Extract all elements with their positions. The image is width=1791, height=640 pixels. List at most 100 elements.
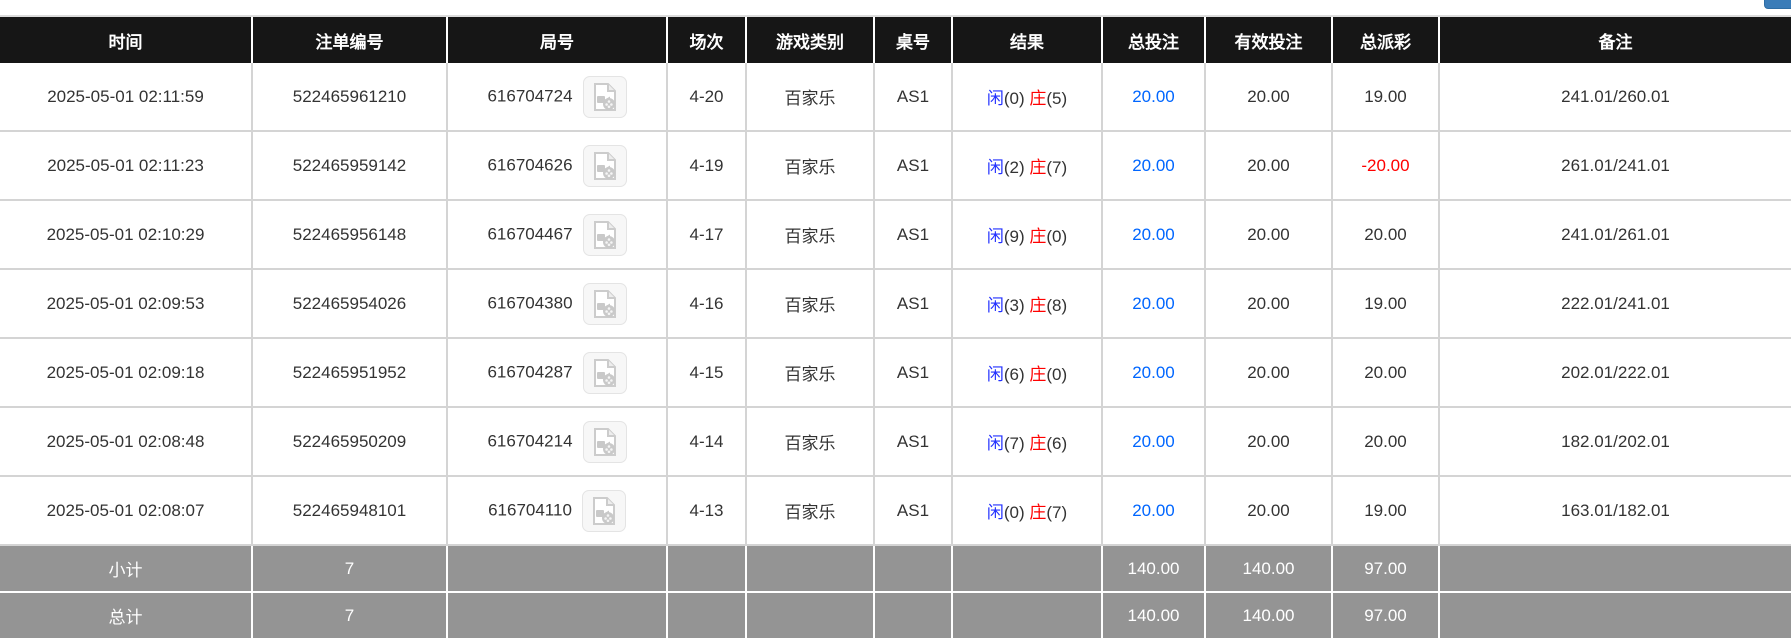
header-game-type: 游戏类别	[747, 17, 875, 63]
summary-empty-cell	[668, 546, 747, 593]
table-row: 2025-05-01 02:08:48 522465950209 6167042…	[0, 408, 1791, 477]
payout-value: 20.00	[1364, 362, 1407, 382]
video-replay-button[interactable]	[582, 351, 627, 394]
bet-id-cell: 522465961210	[253, 63, 448, 132]
session-cell: 4-16	[668, 270, 747, 339]
player-label: 闲	[986, 296, 1004, 315]
game-type-cell: 百家乐	[747, 201, 875, 270]
table-no-cell: AS1	[875, 477, 953, 546]
time-cell: 2025-05-01 02:10:29	[0, 201, 253, 270]
round-id: 616704380	[487, 292, 573, 312]
player-label: 闲	[986, 158, 1004, 177]
table-row: 2025-05-01 02:08:07 522465948101 6167041…	[0, 477, 1791, 546]
table-no-cell: AS1	[875, 132, 953, 201]
round-cell: 616704380	[448, 270, 668, 339]
summary-count-cell: 7	[253, 546, 448, 593]
video-replay-button[interactable]	[582, 144, 627, 187]
banker-score: (0)	[1046, 227, 1068, 246]
bet-id-cell: 522465950209	[253, 408, 448, 477]
film-icon	[593, 221, 616, 249]
round-id: 616704110	[488, 499, 572, 519]
valid-bet-cell: 20.00	[1206, 477, 1333, 546]
total-bet-cell: 20.00	[1103, 201, 1206, 270]
header-session: 场次	[668, 17, 747, 63]
summary-empty-cell	[747, 546, 875, 593]
payout-value: 19.00	[1364, 293, 1407, 313]
banker-score: (7)	[1046, 158, 1068, 177]
header-payout: 总派彩	[1333, 17, 1440, 63]
player-label: 闲	[986, 503, 1004, 522]
result-cell: 闲(9) 庄(0)	[953, 201, 1103, 270]
summary-label-cell: 总计	[0, 593, 253, 640]
video-replay-button[interactable]	[582, 213, 627, 256]
result-cell: 闲(2) 庄(7)	[953, 132, 1103, 201]
total-bet-cell: 20.00	[1103, 132, 1206, 201]
session-cell: 4-17	[668, 201, 747, 270]
player-label: 闲	[986, 365, 1004, 384]
banker-label: 庄	[1029, 158, 1047, 177]
player-score: (0)	[1003, 89, 1025, 108]
time-cell: 2025-05-01 02:11:23	[0, 132, 253, 201]
session-cell: 4-14	[668, 408, 747, 477]
time-cell: 2025-05-01 02:09:18	[0, 339, 253, 408]
summary-empty-cell	[668, 593, 747, 640]
banker-score: (6)	[1046, 434, 1068, 453]
payout-value: 20.00	[1364, 224, 1407, 244]
summary-payout-cell: 97.00	[1333, 593, 1440, 640]
summary-empty-cell	[1440, 593, 1791, 640]
summary-label-cell: 小计	[0, 546, 253, 593]
summary-empty-cell	[747, 593, 875, 640]
remark-cell: 241.01/260.01	[1440, 63, 1791, 132]
payout-cell: -20.00	[1333, 132, 1440, 201]
header-result: 结果	[953, 17, 1103, 63]
time-cell: 2025-05-01 02:11:59	[0, 63, 253, 132]
valid-bet-cell: 20.00	[1206, 270, 1333, 339]
time-cell: 2025-05-01 02:08:07	[0, 477, 253, 546]
film-icon	[593, 359, 616, 387]
round-cell: 616704287	[448, 339, 668, 408]
table-no-cell: AS1	[875, 63, 953, 132]
player-score: (7)	[1003, 434, 1025, 453]
remark-cell: 202.01/222.01	[1440, 339, 1791, 408]
video-replay-button[interactable]	[582, 282, 627, 325]
result-cell: 闲(0) 庄(5)	[953, 63, 1103, 132]
payout-value: 19.00	[1364, 500, 1407, 520]
payout-value: 20.00	[1364, 431, 1407, 451]
round-id: 616704214	[487, 430, 573, 450]
player-score: (3)	[1003, 296, 1025, 315]
summary-payout-cell: 97.00	[1333, 546, 1440, 593]
payout-cell: 19.00	[1333, 270, 1440, 339]
banker-label: 庄	[1029, 365, 1047, 384]
game-type-cell: 百家乐	[747, 477, 875, 546]
video-replay-button[interactable]	[582, 420, 627, 463]
table-row: 2025-05-01 02:11:59 522465961210 6167047…	[0, 63, 1791, 132]
remark-cell: 241.01/261.01	[1440, 201, 1791, 270]
summary-empty-cell	[953, 593, 1103, 640]
table-no-cell: AS1	[875, 270, 953, 339]
bet-history-table-container: 时间 注单编号 局号 场次 游戏类别 桌号 结果 总投注 有效投注 总派彩 备注…	[0, 15, 1791, 640]
player-score: (0)	[1003, 503, 1025, 522]
remark-cell: 163.01/182.01	[1440, 477, 1791, 546]
header-total-bet: 总投注	[1103, 17, 1206, 63]
session-cell: 4-19	[668, 132, 747, 201]
summary-valid-bet-cell: 140.00	[1206, 546, 1333, 593]
bet-id-cell: 522465948101	[253, 477, 448, 546]
banker-label: 庄	[1029, 503, 1047, 522]
summary-empty-cell	[1440, 546, 1791, 593]
summary-empty-cell	[875, 593, 953, 640]
top-right-button[interactable]	[1764, 0, 1791, 9]
result-cell: 闲(3) 庄(8)	[953, 270, 1103, 339]
banker-score: (0)	[1046, 365, 1068, 384]
round-cell: 616704724	[448, 63, 668, 132]
summary-empty-cell	[875, 546, 953, 593]
round-cell: 616704214	[448, 408, 668, 477]
payout-value: 19.00	[1364, 86, 1407, 106]
total-bet-cell: 20.00	[1103, 63, 1206, 132]
player-label: 闲	[986, 434, 1004, 453]
bet-id-cell: 522465951952	[253, 339, 448, 408]
video-replay-button[interactable]	[582, 75, 627, 118]
total-bet-cell: 20.00	[1103, 339, 1206, 408]
film-icon	[593, 83, 616, 111]
round-cell: 616704626	[448, 132, 668, 201]
video-replay-button[interactable]	[581, 489, 626, 532]
